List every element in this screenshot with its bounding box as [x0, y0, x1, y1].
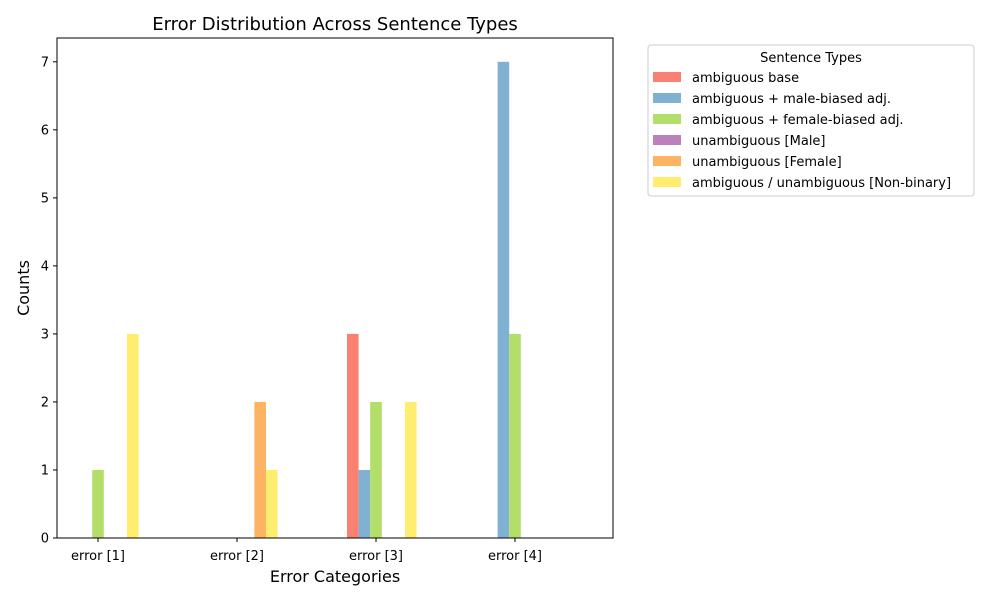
bars-layer — [92, 61, 521, 539]
y-tick-label: 5 — [41, 191, 49, 206]
legend-swatch — [653, 156, 681, 166]
bar-5-error-2 — [254, 401, 266, 538]
legend-swatch — [653, 93, 681, 103]
legend-swatch — [653, 72, 681, 82]
y-tick-label: 0 — [41, 532, 49, 547]
legend-frame — [647, 44, 975, 197]
x-tick-label: error [4] — [488, 549, 542, 564]
legend-swatch — [653, 114, 681, 124]
legend-swatch — [653, 177, 681, 187]
legend-swatch — [653, 135, 681, 145]
bar-3-error-1 — [92, 469, 104, 538]
bar-2-error-4 — [497, 61, 510, 539]
legend-label: unambiguous [Male] — [692, 134, 826, 149]
bar-6-error-3 — [405, 401, 417, 538]
x-tick-label: error [1] — [71, 549, 125, 564]
y-tick-label: 4 — [41, 259, 49, 274]
y-tick-label: 3 — [41, 327, 49, 342]
legend-label: ambiguous / unambiguous [Non-binary] — [692, 176, 951, 191]
x-axis-label: Error Categories — [270, 567, 400, 586]
axes-layer: 0 1 2 3 4 5 6 7 error [1] error [2] error [3] error… — [41, 37, 614, 564]
bar-3-error-4 — [509, 333, 521, 538]
bar-6-error-1 — [127, 333, 139, 538]
plot-frame — [56, 37, 614, 539]
y-tick-label: 7 — [41, 55, 49, 70]
legend-label: ambiguous + male-biased adj. — [692, 92, 891, 107]
bar-2-error-3 — [358, 469, 371, 538]
legend-label: ambiguous + female-biased adj. — [692, 113, 904, 128]
bar-1-error-3 — [347, 333, 359, 538]
bar-3-error-3 — [370, 401, 382, 538]
legend-label: unambiguous [Female] — [692, 155, 842, 170]
legend-label: ambiguous base — [692, 71, 799, 86]
legend: Sentence Types ambiguous base ambiguous +… — [647, 44, 975, 197]
y-axis-label: Counts — [14, 260, 33, 316]
y-tick-label: 6 — [41, 123, 49, 138]
bar-6-error-2 — [266, 469, 278, 538]
y-tick-label: 1 — [41, 463, 49, 478]
legend-title: Sentence Types — [760, 51, 862, 66]
chart-title: Error Distribution Across Sentence Types — [152, 14, 518, 35]
x-tick-label: error [2] — [210, 549, 264, 564]
y-tick-label: 2 — [41, 395, 49, 410]
x-tick-label: error [3] — [349, 549, 403, 564]
